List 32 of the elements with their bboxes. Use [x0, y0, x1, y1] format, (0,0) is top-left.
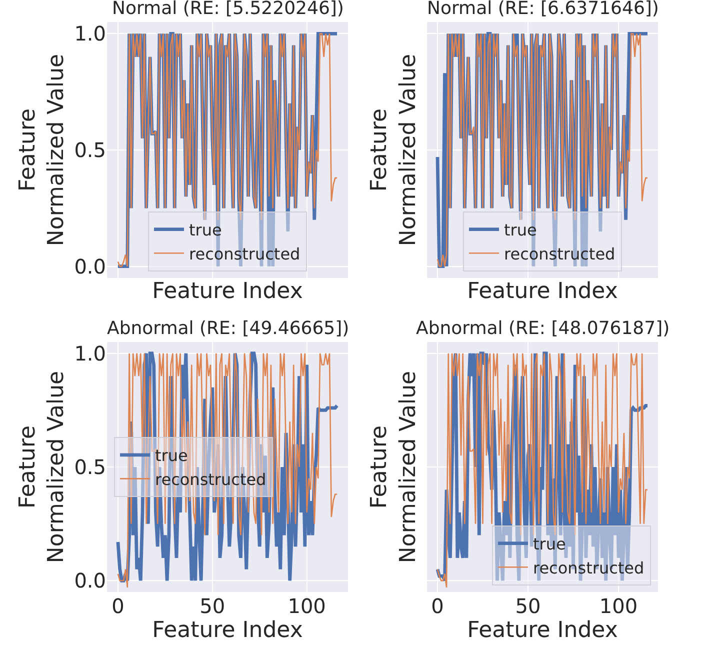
- legend-label: reconstructed: [189, 244, 300, 264]
- y-tick-label: 0.0: [74, 254, 106, 278]
- x-tick-label: 100: [288, 594, 326, 618]
- y-tick-label: 0.5: [74, 455, 106, 479]
- y-tick-label: 0.0: [74, 568, 106, 593]
- x-axis-title: Feature Index: [152, 618, 303, 643]
- y-axis-title: Feature Normalized Value: [15, 370, 69, 564]
- legend-label: reconstructed: [532, 558, 644, 578]
- chart-title: Abnormal (RE: [48.076187]): [416, 318, 670, 339]
- x-tick-label: 0: [431, 594, 444, 618]
- y-tick-label: 1.0: [74, 22, 106, 46]
- x-tick-label: 50: [515, 594, 541, 618]
- x-axis-title: Feature Index: [467, 278, 618, 304]
- legend-label: reconstructed: [155, 470, 266, 489]
- legend-label: true: [155, 446, 188, 466]
- chart-title: Normal (RE: [6.6371646]): [427, 0, 659, 19]
- x-tick-label: 0: [112, 594, 124, 618]
- chart-title: Normal (RE: [5.5220246]): [112, 0, 344, 19]
- x-axis-title: Feature Index: [467, 618, 618, 643]
- legend-label: true: [504, 220, 537, 240]
- y-axis-title: Feature Normalized Value: [15, 54, 69, 246]
- y-tick-label: 0.5: [74, 138, 106, 162]
- legend-label: true: [189, 220, 222, 240]
- legend-label: true: [532, 534, 566, 554]
- chart-title: Abnormal (RE: [49.46665]): [107, 318, 350, 339]
- legend-label: reconstructed: [504, 244, 616, 264]
- x-tick-label: 100: [599, 594, 638, 618]
- x-tick-label: 50: [200, 594, 226, 618]
- y-axis-title: Feature Normalized Value: [367, 54, 421, 246]
- x-axis-title: Feature Index: [152, 278, 303, 304]
- y-axis-title: Feature Normalized Value: [367, 370, 421, 564]
- y-tick-label: 1.0: [74, 341, 106, 366]
